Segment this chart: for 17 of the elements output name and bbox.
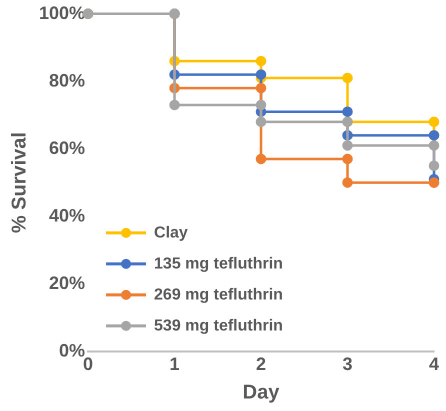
y-tick-label: 40% <box>49 205 86 226</box>
y-tick-label: 60% <box>49 138 86 158</box>
x-tick-label: 3 <box>342 354 353 374</box>
y-tick-label: 100% <box>38 2 86 23</box>
x-tick-label: 1 <box>170 354 180 374</box>
y-axis-title: % Survival <box>8 132 31 234</box>
legend-label: 539 mg tefluthrin <box>154 317 283 334</box>
legend-label: 135 mg tefluthrin <box>154 255 283 272</box>
x-axis-title: Day <box>242 382 280 404</box>
y-tick-label: 0% <box>59 340 86 360</box>
x-tick-label: 4 <box>428 354 440 374</box>
y-tick-label: 20% <box>49 272 86 293</box>
y-tick-label: 80% <box>49 70 86 90</box>
x-tick-label: 0 <box>83 354 94 374</box>
x-tick-label: 2 <box>256 354 266 374</box>
legend-label: Clay <box>154 224 188 242</box>
legend-label: 269 mg tefluthrin <box>154 286 283 304</box>
